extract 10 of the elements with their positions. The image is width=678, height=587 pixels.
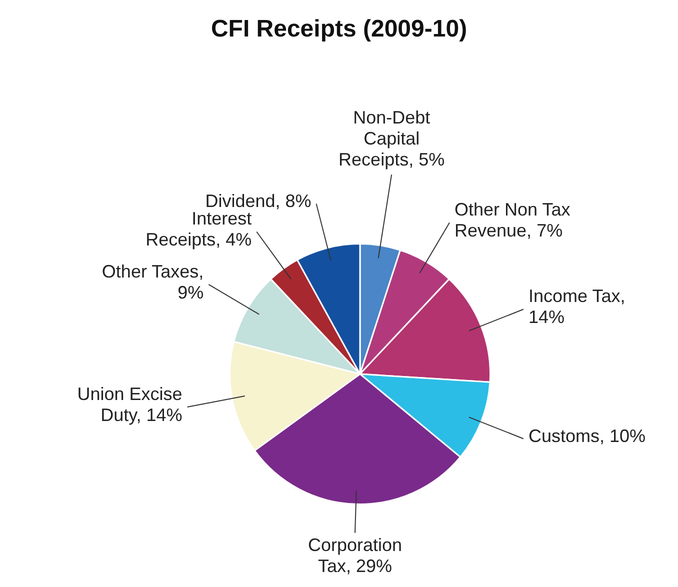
slice-label: Other Non Tax Revenue, 7% — [454, 200, 570, 241]
slice-label: Other Taxes, 9% — [102, 261, 204, 302]
slice-label: Corporation Tax, 29% — [308, 534, 402, 576]
slice-label: Income Tax, 14% — [528, 286, 626, 328]
slice-label: Dividend, 8% — [205, 191, 312, 212]
slice-label: Non-Debt Capital Receipts, 5% — [338, 108, 445, 170]
slice-label: Customs, 10% — [528, 426, 646, 446]
chart-title: CFI Receipts (2009-10) — [210, 16, 468, 43]
slice-label: Interest Receipts, 4% — [146, 208, 252, 250]
slice-label: Union Excise Duty, 14% — [77, 384, 182, 425]
